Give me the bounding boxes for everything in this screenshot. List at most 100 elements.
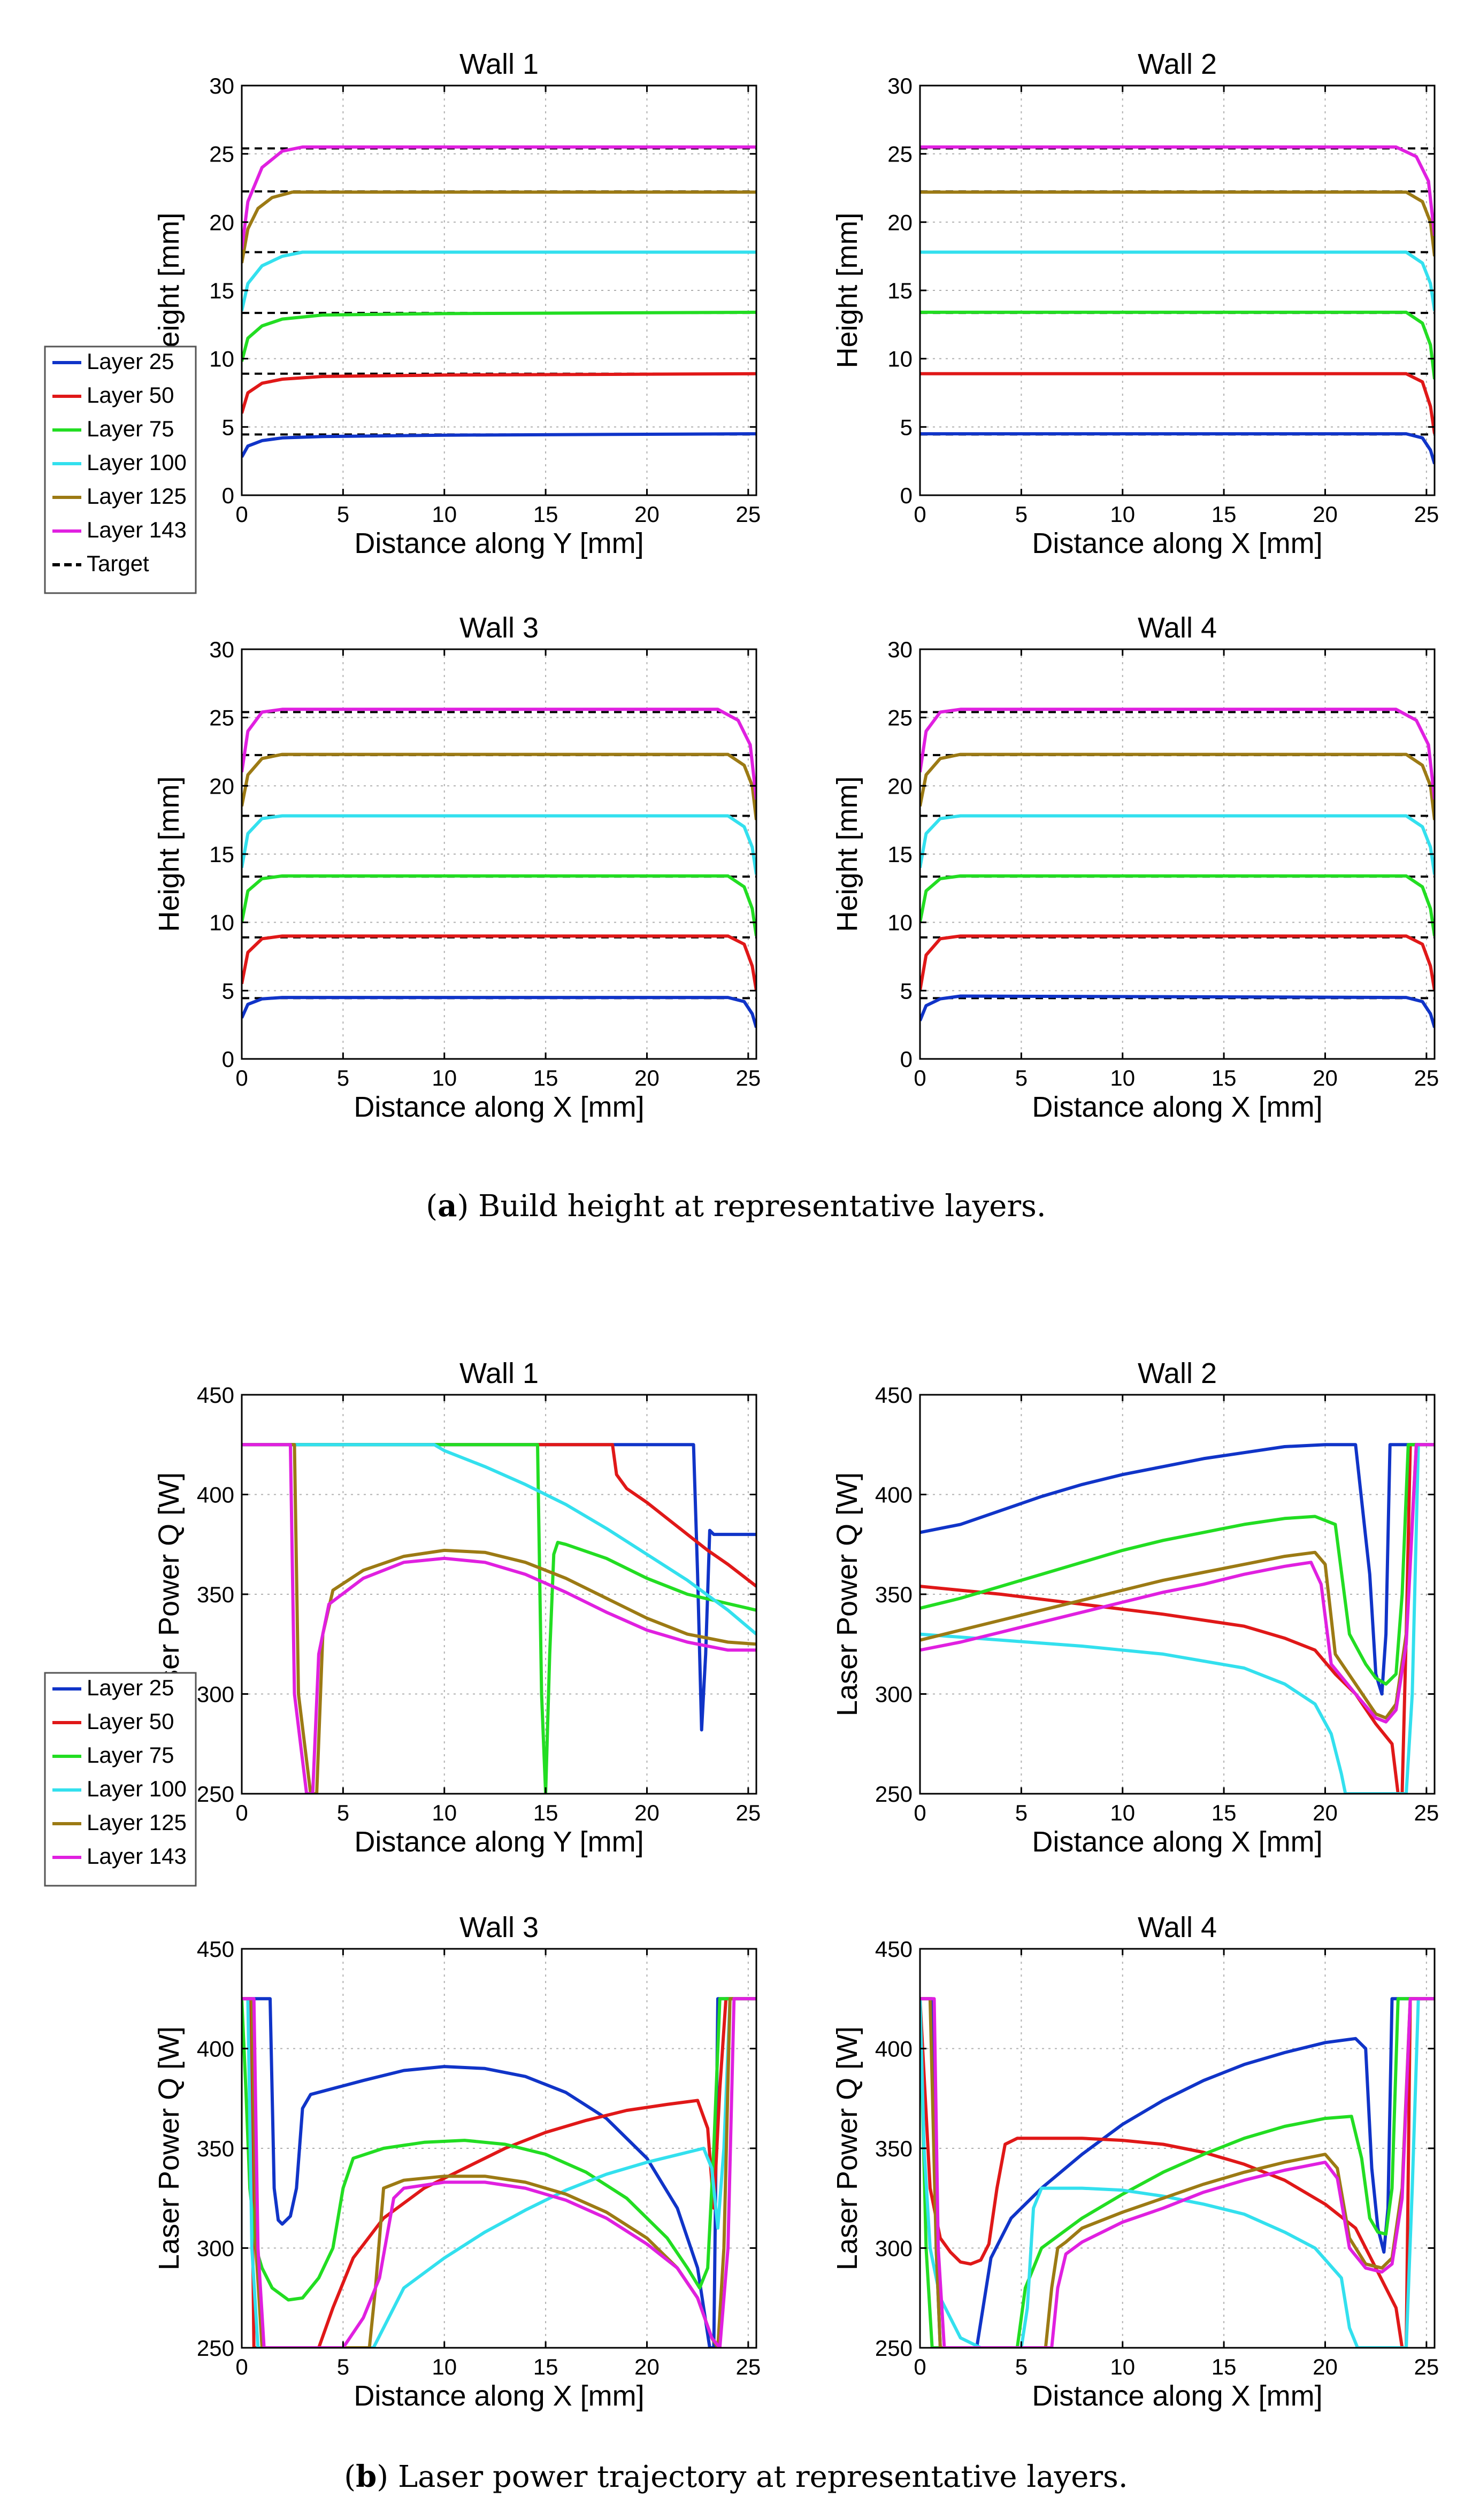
caption-b-label: b [356, 2459, 377, 2494]
y-tick-label: 25 [887, 142, 913, 167]
x-axis-label: Distance along Y [mm] [354, 527, 643, 559]
x-tick-label: 25 [735, 502, 761, 527]
legend-label: Layer 50 [87, 1709, 174, 1734]
series-line-layer-143 [920, 145, 1435, 236]
x-tick-label: 15 [1212, 502, 1237, 527]
x-tick-label: 0 [235, 1065, 248, 1090]
y-tick-label: 25 [209, 142, 234, 167]
caption-b: (b) Laser power trajectory at representa… [344, 2459, 1128, 2494]
y-tick-label: 30 [209, 637, 234, 662]
x-tick-label: 10 [432, 2354, 457, 2379]
series-line-layer-25 [920, 994, 1435, 1028]
y-tick-label: 10 [887, 910, 913, 935]
x-tick-label: 10 [1110, 2354, 1135, 2379]
y-axis-label: Laser Power Q [W] [153, 2026, 185, 2270]
chart-title: Wall 3 [459, 612, 539, 644]
series-line-layer-75 [920, 310, 1435, 380]
chart-title: Wall 4 [1138, 612, 1217, 644]
y-tick-label: 15 [209, 278, 234, 303]
chart-title: Wall 3 [459, 1911, 539, 1943]
legend-label: Layer 75 [87, 1742, 174, 1768]
y-tick-label: 250 [875, 2335, 913, 2361]
legend-label: Layer 125 [87, 483, 187, 509]
legend-label: Target [87, 551, 149, 576]
series-group [242, 1443, 756, 1794]
series-line-layer-50 [242, 934, 756, 991]
series-group [920, 708, 1435, 1028]
series-group [242, 145, 756, 458]
x-tick-label: 20 [634, 1800, 660, 1825]
series-group [242, 1997, 756, 2348]
x-tick-label: 0 [235, 502, 248, 527]
x-tick-label: 20 [634, 2354, 660, 2379]
series-line-layer-75 [920, 874, 1435, 936]
x-tick-label: 25 [735, 2354, 761, 2379]
x-tick-label: 20 [1313, 2354, 1338, 2379]
series-line-layer-75 [242, 874, 756, 936]
x-axis-label: Distance along X [mm] [1032, 527, 1322, 559]
chart-p3: 0 5 10 15 20 25 250 300 350 400 450 Wall 3 Distance … [153, 1911, 761, 2412]
y-axis-label: Height [mm] [153, 212, 185, 368]
y-tick-label: 300 [875, 1682, 913, 1707]
y-tick-label: 400 [875, 2037, 913, 2062]
series-line-layer-125 [920, 752, 1435, 820]
legend-label: Layer 143 [87, 517, 187, 542]
series-group [242, 708, 756, 1028]
caption-a-label: a [438, 1188, 457, 1224]
y-axis-label: Height [mm] [153, 776, 185, 932]
x-tick-label: 25 [735, 1065, 761, 1090]
series-line-layer-75 [920, 1443, 1435, 1686]
x-axis-label: Distance along X [mm] [1032, 2380, 1322, 2412]
series-line-layer-143 [242, 1997, 756, 2348]
y-tick-label: 15 [887, 842, 913, 867]
chart-title: Wall 1 [459, 48, 539, 80]
y-tick-label: 300 [197, 2236, 234, 2261]
y-tick-label: 5 [222, 414, 234, 440]
x-axis-label: Distance along Y [mm] [354, 1826, 643, 1858]
series-line-layer-75 [920, 1997, 1435, 2348]
x-tick-label: 5 [337, 2354, 349, 2379]
caption-a: (a) Build height at representative layer… [426, 1188, 1046, 1224]
series-line-layer-25 [920, 1443, 1435, 1696]
x-tick-label: 20 [634, 1065, 660, 1090]
y-axis-label: Laser Power Q [W] [831, 1472, 863, 1716]
y-tick-label: 250 [197, 1781, 234, 1807]
series-line-layer-100 [242, 1997, 756, 2348]
y-tick-label: 350 [197, 2136, 234, 2161]
y-tick-label: 5 [900, 978, 913, 1003]
x-tick-label: 20 [1313, 1800, 1338, 1825]
legend-height: Layer 25 Layer 50 Layer 75 Layer 100 Layer 1… [44, 345, 197, 594]
x-tick-label: 0 [914, 1065, 926, 1090]
series-line-layer-125 [242, 190, 756, 264]
y-tick-label: 400 [197, 1482, 234, 1508]
legend-box [44, 1672, 197, 1887]
series-group [920, 145, 1435, 465]
y-tick-label: 250 [875, 1781, 913, 1807]
series-line-layer-50 [242, 372, 756, 414]
y-tick-label: 25 [887, 705, 913, 731]
series-group [920, 1443, 1435, 1794]
chart-p4: 0 5 10 15 20 25 250 300 350 400 450 Wall 4 Distance … [831, 1911, 1439, 2412]
x-tick-label: 0 [914, 1800, 926, 1825]
legend-label: Layer 100 [87, 1776, 187, 1801]
x-axis-label: Distance along X [mm] [1032, 1091, 1322, 1123]
series-group [920, 1997, 1435, 2348]
y-tick-label: 20 [887, 210, 913, 235]
series-line-layer-125 [920, 1443, 1435, 1720]
series-line-layer-75 [242, 1443, 756, 1794]
x-tick-label: 20 [1313, 1065, 1338, 1090]
x-tick-label: 5 [337, 1800, 349, 1825]
y-tick-label: 10 [887, 347, 913, 372]
y-tick-label: 300 [197, 1682, 234, 1707]
y-tick-label: 450 [197, 1382, 234, 1408]
series-line-layer-143 [920, 708, 1435, 800]
series-line-layer-143 [920, 1997, 1435, 2348]
y-tick-label: 30 [887, 73, 913, 98]
x-tick-label: 15 [1212, 1065, 1237, 1090]
legend-label: Layer 25 [87, 1675, 174, 1700]
chart-title: Wall 2 [1138, 1357, 1217, 1389]
series-line-layer-100 [920, 250, 1435, 311]
chart-h3: 0 5 10 15 20 25 0 5 10 15 20 25 30 Wall 3 Distance alo… [153, 612, 761, 1123]
series-line-layer-50 [920, 372, 1435, 434]
